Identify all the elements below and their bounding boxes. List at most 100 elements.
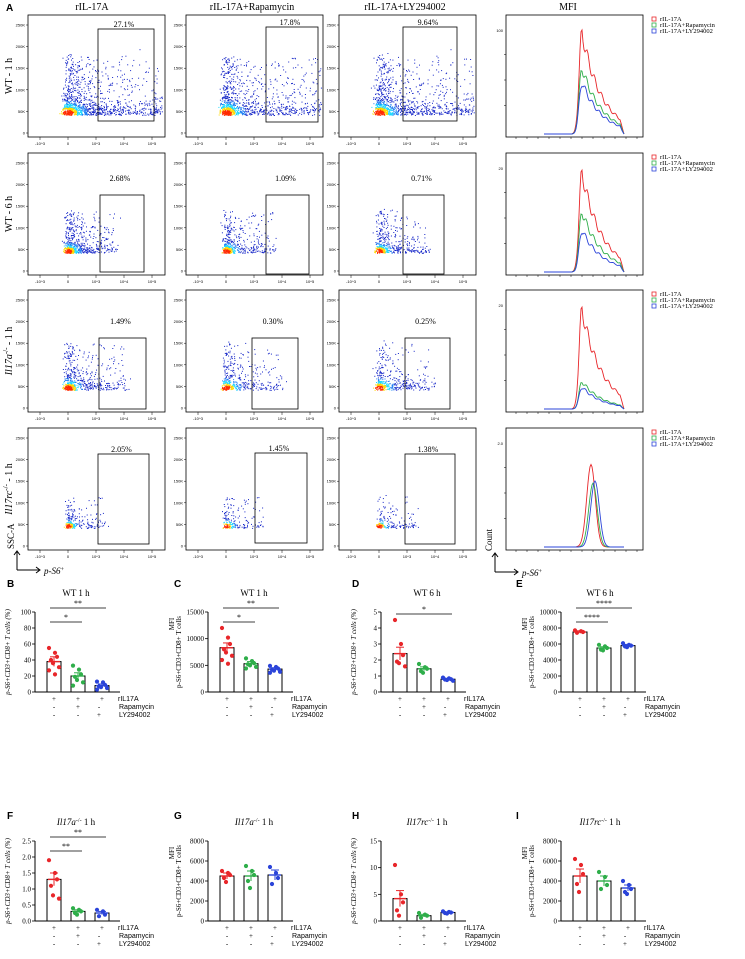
event-dot <box>80 249 82 251</box>
event-dot <box>80 81 82 83</box>
event-dot <box>121 74 123 76</box>
y-tick-label: 50K <box>176 109 183 114</box>
event-dot <box>79 251 81 253</box>
event-dot <box>71 68 73 69</box>
event-dot <box>468 114 470 116</box>
event-dot <box>67 247 69 249</box>
event-dot <box>156 110 158 112</box>
event-dot <box>389 110 390 112</box>
event-dot <box>83 79 85 80</box>
event-dot <box>387 91 389 93</box>
event-dot <box>70 54 72 56</box>
event-dot <box>228 113 230 115</box>
event-dot <box>74 245 76 247</box>
event-dot <box>259 110 261 112</box>
event-dot <box>64 250 66 252</box>
event-dot <box>221 97 223 99</box>
event-dot <box>82 106 84 108</box>
x-tick-label: 10^4 <box>431 279 440 284</box>
event-dot <box>227 247 229 249</box>
event-dot <box>232 112 234 114</box>
event-dot <box>89 250 91 252</box>
event-dot <box>225 60 227 62</box>
event-dot <box>393 109 395 111</box>
event-dot <box>395 250 396 251</box>
x-tick-label: 10^3 <box>250 279 259 284</box>
event-dot <box>461 109 462 111</box>
event-dot <box>223 76 224 78</box>
event-dot <box>426 114 428 115</box>
event-dot <box>254 112 256 113</box>
event-dot <box>254 111 256 113</box>
event-dot <box>300 84 302 86</box>
event-dot <box>154 108 156 110</box>
event-dot <box>256 95 258 97</box>
event-dot <box>119 107 121 109</box>
event-dot <box>125 55 127 57</box>
event-dot <box>74 109 76 111</box>
event-dot <box>400 108 402 110</box>
event-dot <box>231 78 233 80</box>
event-dot <box>389 105 391 107</box>
event-dot <box>255 108 257 110</box>
event-dot <box>376 108 378 110</box>
event-dot <box>225 81 227 83</box>
event-dot <box>437 62 439 63</box>
event-dot <box>393 113 395 115</box>
event-dot <box>228 99 230 101</box>
event-dot <box>261 216 263 217</box>
event-dot <box>250 96 251 98</box>
event-dot <box>233 92 235 94</box>
event-dot <box>76 109 78 111</box>
event-dot <box>396 114 398 115</box>
event-dot <box>250 251 252 253</box>
event-dot <box>261 234 263 236</box>
event-dot <box>226 111 228 113</box>
event-dot <box>92 107 94 109</box>
event-dot <box>422 246 424 248</box>
event-dot <box>432 100 434 102</box>
event-dot <box>397 111 399 113</box>
event-dot <box>76 79 78 81</box>
event-dot <box>249 107 251 109</box>
event-dot <box>227 112 229 113</box>
event-dot <box>434 92 436 93</box>
event-dot <box>378 107 380 109</box>
event-dot <box>382 252 384 254</box>
event-dot <box>381 221 383 223</box>
event-dot <box>424 106 426 108</box>
event-dot <box>68 251 69 253</box>
event-dot <box>67 250 69 251</box>
event-dot <box>68 252 70 254</box>
event-dot <box>70 221 72 223</box>
event-dot <box>70 97 72 99</box>
event-dot <box>230 251 232 253</box>
event-dot <box>85 109 86 111</box>
event-dot <box>72 110 74 112</box>
event-dot <box>388 89 390 91</box>
event-dot <box>247 90 249 92</box>
event-dot <box>386 99 388 101</box>
event-dot <box>292 78 294 80</box>
event-dot <box>155 103 157 105</box>
event-dot <box>375 242 377 244</box>
event-dot <box>387 249 389 251</box>
event-dot <box>252 212 254 214</box>
event-dot <box>229 223 231 225</box>
event-dot <box>234 216 236 218</box>
event-dot <box>78 235 80 237</box>
event-dot <box>84 107 85 109</box>
event-dot <box>378 106 380 108</box>
event-dot <box>158 110 160 112</box>
event-dot <box>387 234 389 236</box>
event-dot <box>64 243 66 245</box>
event-dot <box>394 99 396 101</box>
event-dot <box>388 235 390 237</box>
event-dot <box>130 108 132 110</box>
event-dot <box>378 234 380 236</box>
event-dot <box>422 83 424 85</box>
event-dot <box>243 83 245 85</box>
event-dot <box>410 108 412 110</box>
event-dot <box>391 112 393 114</box>
event-dot <box>387 113 389 115</box>
